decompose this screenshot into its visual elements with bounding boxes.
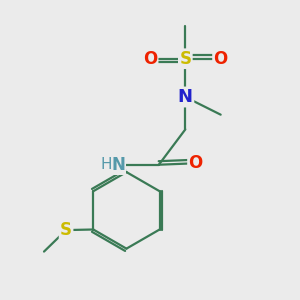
Text: N: N [178,88,193,106]
Text: O: O [214,50,228,68]
Text: S: S [60,221,72,239]
Text: O: O [188,154,203,172]
Text: N: N [112,156,125,174]
Text: H: H [101,157,112,172]
Text: S: S [179,50,191,68]
Text: O: O [143,50,157,68]
